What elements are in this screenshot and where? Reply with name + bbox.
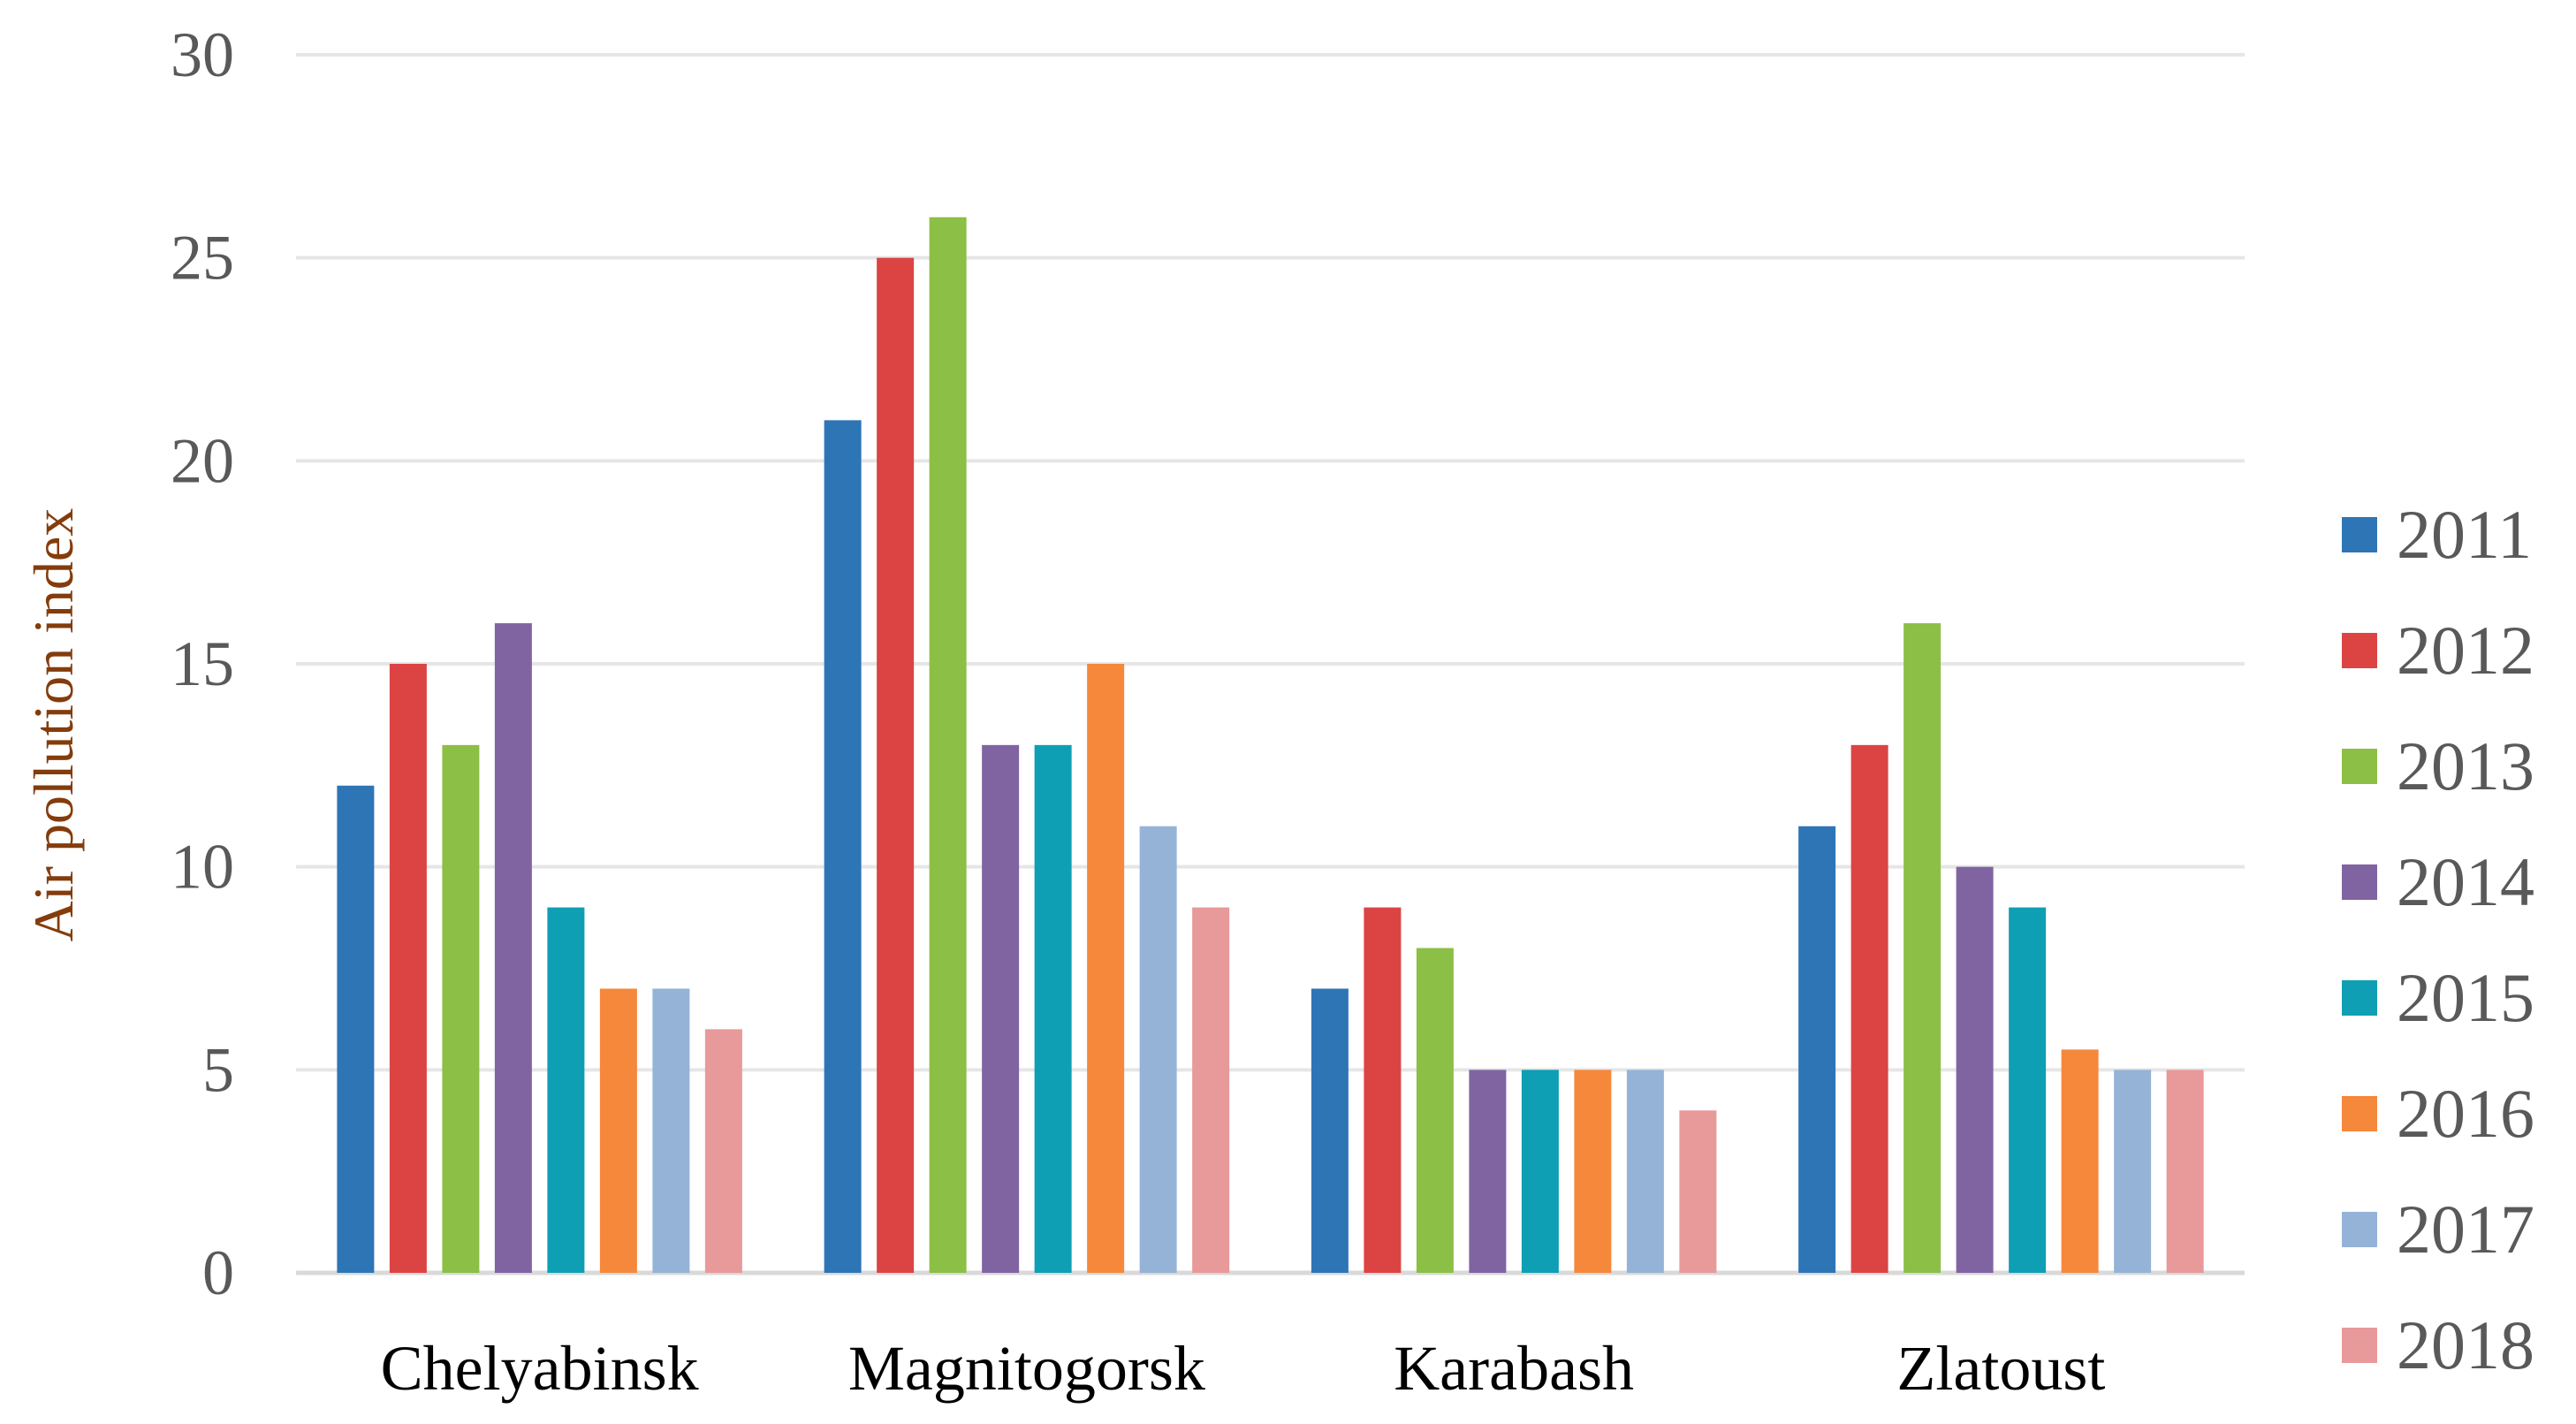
y-tick-label: 30 [171,19,234,90]
category-label: Karabash [1394,1333,1634,1404]
legend-label: 2012 [2397,612,2534,689]
y-tick-label: 5 [202,1034,234,1105]
bar-magnitogorsk-2018 [1192,907,1230,1273]
legend-item: 2016 [2342,1075,2534,1152]
bar-karabash-2013 [1416,948,1454,1273]
legend-label: 2013 [2397,727,2534,804]
legend-item: 2011 [2342,496,2532,573]
legend-label: 2016 [2397,1075,2534,1152]
bar-chelyabinsk-2015 [547,907,585,1273]
legend-item: 2013 [2342,727,2534,804]
legend-swatch [2342,749,2377,784]
bar-karabash-2018 [1679,1110,1717,1273]
gridlines [296,53,2245,1276]
bar-karabash-2014 [1469,1070,1507,1273]
y-tick-label: 0 [202,1237,234,1308]
bar-chelyabinsk-2013 [442,744,480,1273]
bar-karabash-2017 [1626,1070,1664,1273]
legend-item: 2012 [2342,612,2534,689]
legend-label: 2015 [2397,959,2534,1036]
bar-zlatoust-2011 [1798,826,1836,1273]
y-tick-label: 15 [171,628,234,699]
bar-magnitogorsk-2011 [824,420,862,1273]
bar-chelyabinsk-2018 [704,1029,742,1273]
bar-karabash-2016 [1574,1070,1612,1273]
y-axis-title: Air pollution index [22,508,85,942]
bar-magnitogorsk-2015 [1034,744,1072,1273]
y-tick-label: 10 [171,832,234,902]
bars [337,217,2204,1274]
legend-label: 2017 [2397,1191,2534,1268]
bar-chelyabinsk-2011 [337,785,375,1273]
legend-label: 2011 [2397,496,2532,573]
legend: 2011 2012 2013 2014 2015 2016 2017 2018 [2342,496,2534,1383]
bar-zlatoust-2018 [2166,1070,2204,1273]
legend-item: 2015 [2342,959,2534,1036]
bar-chelyabinsk-2016 [599,988,637,1273]
bar-chelyabinsk-2012 [389,664,427,1273]
bar-zlatoust-2015 [2009,907,2047,1273]
bar-karabash-2012 [1364,907,1402,1273]
category-label: Zlatoust [1896,1333,2105,1404]
legend-swatch [2342,633,2377,668]
bar-magnitogorsk-2012 [877,257,915,1274]
legend-swatch [2342,1096,2377,1131]
legend-swatch [2342,980,2377,1016]
bar-karabash-2015 [1521,1070,1559,1273]
category-label: Magnitogorsk [848,1333,1205,1404]
legend-item: 2017 [2342,1191,2534,1268]
y-axis-ticks: 0 5 10 15 20 25 30 [171,19,234,1308]
bar-magnitogorsk-2017 [1139,826,1177,1273]
legend-item: 2018 [2342,1306,2534,1383]
bar-zlatoust-2016 [2061,1049,2099,1273]
bar-chelyabinsk-2014 [494,623,532,1273]
category-label: Chelyabinsk [381,1333,699,1404]
bar-magnitogorsk-2014 [982,744,1020,1273]
bar-magnitogorsk-2013 [929,217,967,1273]
legend-swatch [2342,517,2377,552]
y-tick-label: 25 [171,223,234,293]
legend-item: 2014 [2342,843,2534,920]
y-tick-label: 20 [171,425,234,496]
bar-chelyabinsk-2017 [652,988,690,1273]
legend-swatch [2342,1328,2377,1363]
bar-zlatoust-2017 [2114,1070,2152,1273]
legend-swatch [2342,864,2377,900]
legend-label: 2018 [2397,1306,2534,1383]
bar-zlatoust-2013 [1904,623,1941,1273]
bar-karabash-2011 [1311,988,1349,1273]
bar-magnitogorsk-2016 [1087,664,1125,1273]
legend-label: 2014 [2397,843,2534,920]
x-axis-categories: Chelyabinsk Magnitogorsk Karabash Zlatoust [381,1333,2106,1404]
legend-swatch [2342,1212,2377,1247]
bar-zlatoust-2014 [1956,866,1994,1273]
bar-zlatoust-2012 [1850,744,1888,1273]
